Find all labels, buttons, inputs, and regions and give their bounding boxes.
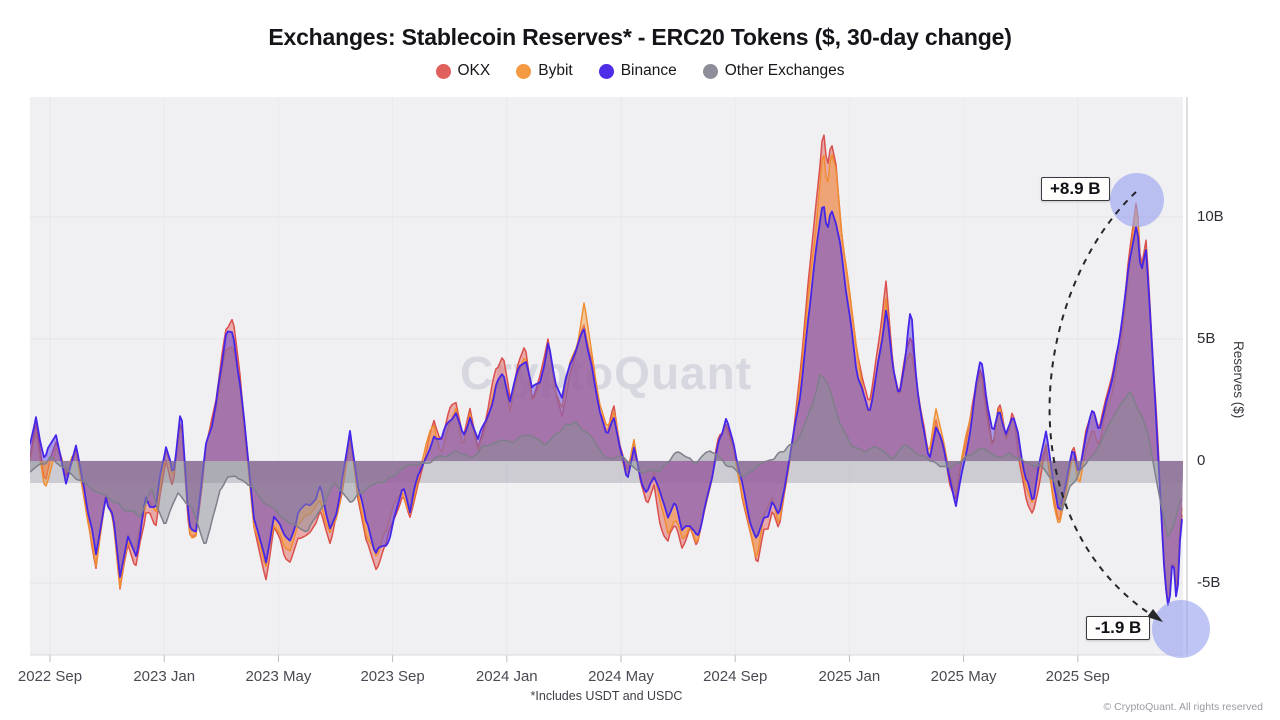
x-tick-label: 2023 Sep — [360, 668, 425, 685]
legend-label: OKX — [457, 62, 491, 79]
legend-dot-icon — [516, 63, 532, 79]
y-tick-label: -5B — [1197, 574, 1221, 591]
x-tick-label: 2022 Sep — [17, 668, 83, 685]
annotation-arrowhead — [1147, 609, 1163, 622]
line-other-exchanges — [30, 374, 1183, 545]
y-axis-title: Reserves ($) — [1231, 341, 1246, 419]
line-binance — [30, 206, 1183, 606]
legend-item-binance[interactable]: Binance — [598, 62, 677, 80]
legend-label: Binance — [620, 62, 677, 79]
chart-footnote: *Includes USDT and USDC — [530, 689, 683, 703]
x-tick-label: 2024 Sep — [703, 668, 768, 685]
y-tick-label: 0 — [1197, 452, 1206, 469]
area-other-exchanges — [30, 374, 1183, 544]
series-areas — [30, 134, 1183, 606]
legend-item-okx[interactable]: OKX — [435, 62, 491, 80]
annotation-latest-value: -1.9 B — [1086, 616, 1151, 640]
highlight-circle-latest — [1152, 600, 1210, 658]
y-tick-label: 10B — [1197, 208, 1224, 225]
copyright-notice: © CryptoQuant. All rights reserved — [1103, 701, 1263, 713]
legend-item-bybit[interactable]: Bybit — [516, 62, 573, 80]
vertical-gridlines — [49, 97, 1079, 655]
legend-dot-icon — [598, 63, 614, 79]
annotation-arrow-line — [1048, 191, 1151, 615]
chart-title: Exchanges: Stablecoin Reserves* - ERC20 … — [268, 24, 1012, 50]
y-tick-label: 5B — [1197, 330, 1216, 347]
legend-item-other-exchanges[interactable]: Other Exchanges — [702, 62, 845, 80]
x-tick-label: 2023 May — [245, 668, 312, 685]
x-tick-label: 2025 Jan — [818, 668, 881, 685]
legend-label: Other Exchanges — [724, 62, 845, 79]
x-tick-label: 2024 May — [588, 668, 654, 685]
x-tick-label: 2024 Jan — [475, 668, 538, 685]
legend-dot-icon — [702, 63, 718, 79]
highlight-circle-peak — [1110, 173, 1164, 227]
legend-dot-icon — [435, 63, 451, 79]
x-tick-label: 2025 Sep — [1045, 668, 1110, 685]
chart-legend: OKX Bybit Binance Other Exchanges — [0, 62, 1280, 80]
legend-label: Bybit — [538, 62, 573, 79]
annotation-peak-value: +8.9 B — [1041, 177, 1110, 201]
x-axis-ticks — [49, 655, 1079, 662]
x-tick-label: 2023 Jan — [133, 668, 196, 685]
x-tick-label: 2025 May — [930, 668, 997, 685]
